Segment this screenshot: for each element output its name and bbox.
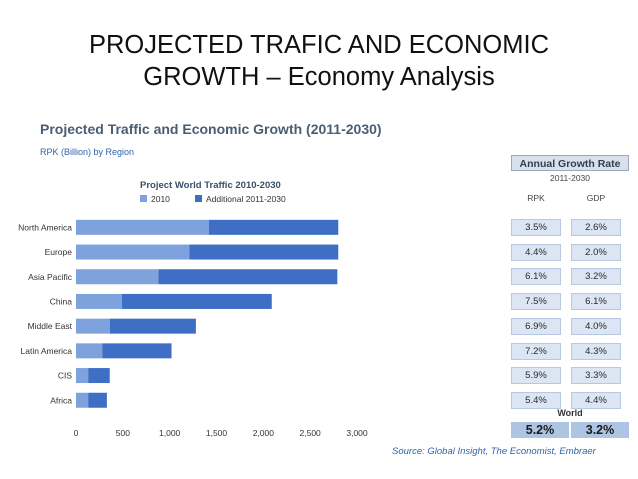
chart-source: Source: Global Insight, The Economist, E… bbox=[392, 446, 596, 457]
bar-additional bbox=[209, 219, 339, 235]
growth-cell-gdp: 2.6% bbox=[571, 219, 621, 236]
growth-cell-rpk: 6.1% bbox=[511, 268, 561, 286]
chart-subtitle: RPK (Billion) by Region bbox=[40, 147, 135, 157]
legend-swatch-1 bbox=[195, 195, 202, 202]
growth-table-title: Annual Growth Rate bbox=[511, 155, 629, 171]
category-label: China bbox=[50, 296, 72, 306]
growth-table-period: 2011-2030 bbox=[549, 173, 591, 183]
x-tick-label: 2,000 bbox=[253, 428, 275, 438]
slide-title-line2: GROWTH – Economy Analysis bbox=[143, 63, 495, 91]
slide-title-line1: PROJECTED TRAFIC AND ECONOMIC bbox=[89, 31, 549, 59]
x-tick-label: 1,000 bbox=[159, 428, 181, 438]
growth-table-col-rpk: RPK bbox=[527, 193, 545, 203]
inner-chart-title: Project World Traffic 2010-2030 bbox=[140, 180, 281, 191]
growth-cell-gdp: 3.3% bbox=[571, 367, 621, 385]
bar-2010 bbox=[76, 368, 89, 384]
growth-cell-gdp: 4.0% bbox=[571, 317, 621, 335]
bar-additional bbox=[158, 269, 338, 285]
bar-2010 bbox=[76, 244, 190, 260]
x-tick-label: 1,500 bbox=[206, 428, 228, 438]
x-tick-label: 500 bbox=[116, 428, 130, 438]
growth-cell-rpk: 3.5% bbox=[511, 219, 561, 236]
growth-cell-rpk: 6.9% bbox=[511, 317, 561, 335]
legend-label-1: Additional 2011-2030 bbox=[206, 194, 286, 204]
bar-2010 bbox=[76, 318, 110, 334]
bar-additional bbox=[88, 392, 107, 408]
legend-swatch-0 bbox=[140, 195, 147, 202]
bar-2010 bbox=[76, 293, 122, 309]
growth-cell-gdp: 4.3% bbox=[571, 342, 621, 360]
category-label: Africa bbox=[50, 395, 72, 405]
category-label: Middle East bbox=[28, 321, 73, 331]
growth-cell-rpk: 5.9% bbox=[511, 367, 561, 385]
bar-additional bbox=[189, 244, 339, 260]
chart-title: Projected Traffic and Economic Growth (2… bbox=[40, 121, 382, 137]
world-rpk-value: 5.2% bbox=[511, 422, 569, 438]
bar-additional bbox=[102, 343, 172, 359]
bar-2010 bbox=[76, 269, 159, 285]
growth-cell-rpk: 4.4% bbox=[511, 243, 561, 261]
bar-2010 bbox=[76, 219, 210, 235]
category-label: North America bbox=[18, 222, 72, 232]
bar-2010 bbox=[76, 343, 103, 359]
x-tick-label: 0 bbox=[74, 428, 79, 438]
growth-cell-gdp: 6.1% bbox=[571, 293, 621, 311]
bar-2010 bbox=[76, 392, 89, 408]
growth-cell-gdp: 2.0% bbox=[571, 243, 621, 261]
x-tick-label: 3,000 bbox=[346, 428, 368, 438]
category-label: Europe bbox=[45, 247, 73, 257]
world-gdp-value: 3.2% bbox=[571, 422, 629, 438]
growth-table-col-gdp: GDP bbox=[586, 193, 606, 203]
category-label: CIS bbox=[58, 371, 73, 381]
bar-additional bbox=[88, 368, 110, 384]
category-label: Asia Pacific bbox=[28, 272, 73, 282]
x-tick-label: 2,500 bbox=[300, 428, 322, 438]
bar-additional bbox=[109, 318, 196, 334]
growth-table-world-label: World bbox=[557, 408, 583, 418]
growth-cell-gdp: 3.2% bbox=[571, 268, 621, 286]
growth-cell-rpk: 7.2% bbox=[511, 342, 561, 360]
bar-additional bbox=[121, 293, 272, 309]
growth-cell-rpk: 5.4% bbox=[511, 391, 561, 409]
growth-cell-gdp: 4.4% bbox=[571, 391, 621, 409]
growth-cell-rpk: 7.5% bbox=[511, 293, 561, 311]
legend-label-0: 2010 bbox=[151, 194, 170, 204]
category-label: Latin America bbox=[21, 346, 73, 356]
